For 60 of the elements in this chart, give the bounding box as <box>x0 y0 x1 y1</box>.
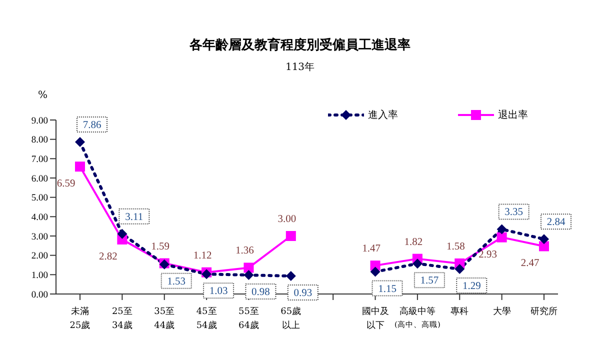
data-label: 1.53 <box>167 276 186 288</box>
point <box>496 232 507 242</box>
data-label: 1.82 <box>404 236 423 248</box>
x-tick-label: 65歲以上 <box>280 306 302 331</box>
data-label: 1.59 <box>151 241 170 252</box>
data-label: 3.35 <box>504 207 524 218</box>
data-label: 1.57 <box>420 276 439 287</box>
data-label: 1.58 <box>446 241 465 252</box>
data-label: 1.12 <box>193 250 212 262</box>
y-tick-label: 4.00 <box>31 213 48 224</box>
legend-label: 退出率 <box>497 108 528 122</box>
data-label: 3.11 <box>125 212 144 223</box>
y-tick-label: 7.00 <box>31 155 48 166</box>
data-label: 7.86 <box>82 120 102 132</box>
y-tick-label: 5.00 <box>31 194 48 204</box>
y-tick-label: 2.00 <box>31 252 48 262</box>
x-tick-label: 研究所 <box>530 306 558 317</box>
point <box>496 224 507 234</box>
x-tick-label: 45至54歲 <box>196 307 217 331</box>
x-tick-label: 35至44歲 <box>154 307 175 331</box>
y-tick-label: 3.00 <box>31 232 48 242</box>
y-tick-label: 8.00 <box>31 136 48 146</box>
x-tick-label: 25至34歲 <box>112 307 132 331</box>
y-tick-label: 6.00 <box>31 174 48 184</box>
point <box>412 258 422 269</box>
data-label: 1.15 <box>378 284 396 295</box>
data-label: 0.98 <box>252 287 270 298</box>
data-label: 2.82 <box>98 251 118 262</box>
data-label: 1.36 <box>236 246 254 257</box>
data-label: 0.93 <box>294 288 312 300</box>
y-tick-label: 1.00 <box>31 271 48 282</box>
data-label: 1.47 <box>362 244 380 255</box>
data-label: 1.29 <box>462 281 481 292</box>
data-label: 2.84 <box>546 217 566 228</box>
x-tick-label: 大學 <box>492 306 511 317</box>
legend-label: 進入率 <box>367 108 398 122</box>
point <box>370 266 380 277</box>
data-label: 6.59 <box>56 178 76 190</box>
point <box>539 234 549 244</box>
data-label: 2.47 <box>520 258 540 270</box>
y-tick-label: 9.00 <box>31 116 48 126</box>
data-label: 2.93 <box>478 249 498 260</box>
x-tick-label: 55至64歲 <box>238 307 259 331</box>
point <box>286 231 296 241</box>
point <box>454 264 465 274</box>
point <box>117 228 128 239</box>
data-label: 1.03 <box>209 286 228 298</box>
x-tick-label: 未滿25歲 <box>70 306 90 331</box>
point <box>244 262 254 273</box>
point <box>244 270 254 280</box>
x-tick-label: 專科 <box>450 306 469 317</box>
point <box>286 271 296 282</box>
point <box>75 137 85 148</box>
y-tick-label: 0.00 <box>31 290 48 300</box>
x-tick-label: 國中及以下 <box>362 306 389 331</box>
point <box>75 162 85 172</box>
data-label: 3.00 <box>278 214 296 225</box>
y-axis-title: % <box>38 90 48 101</box>
chart-subtitle: 113年 <box>284 61 316 74</box>
chart-title: 各年齡層及教育程度別受僱員工進退率 <box>188 36 412 54</box>
